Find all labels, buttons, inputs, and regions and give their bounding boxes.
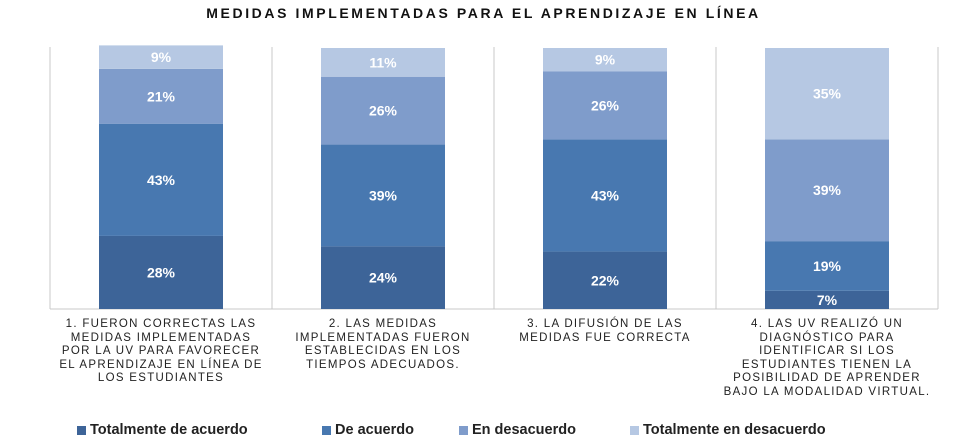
bar-segment-1-1 bbox=[99, 235, 223, 309]
legend-swatch bbox=[630, 425, 639, 435]
data-label: 24% bbox=[369, 270, 398, 286]
bar-segment-1-3 bbox=[99, 68, 223, 124]
category-label-3: 3. LA DIFUSIÓN DE LAS MEDIDAS FUE CORREC… bbox=[519, 318, 691, 344]
data-label: 39% bbox=[369, 187, 398, 203]
legend-label: Totalmente en desacuerdo bbox=[643, 422, 826, 438]
legend-label: En desacuerdo bbox=[472, 422, 576, 438]
legend-label: De acuerdo bbox=[335, 422, 414, 438]
data-label: 22% bbox=[591, 272, 620, 288]
category-label-1: 1. FUERON CORRECTAS LAS MEDIDAS IMPLEMEN… bbox=[59, 318, 263, 384]
bar-segment-2-2 bbox=[321, 144, 445, 247]
category-label-2: 2. LAS MEDIDAS IMPLEMENTADAS FUERON ESTA… bbox=[295, 318, 471, 371]
legend-item: Totalmente de acuerdo bbox=[77, 422, 248, 438]
data-label: 28% bbox=[147, 264, 176, 280]
bar-segment-1-4 bbox=[99, 45, 223, 69]
data-label: 39% bbox=[813, 182, 842, 198]
bar-segment-1-2 bbox=[99, 123, 223, 236]
bar-segment-2-3 bbox=[321, 76, 445, 145]
category-label-4: 4. LAS UV REALIZÓ UN DIAGNÓSTICO PARA ID… bbox=[723, 318, 931, 398]
legend-label: Totalmente de acuerdo bbox=[90, 422, 248, 438]
data-label: 43% bbox=[147, 172, 176, 188]
bar-segment-4-4 bbox=[765, 48, 889, 140]
data-label: 7% bbox=[817, 292, 838, 308]
bar-segment-3-2 bbox=[543, 139, 667, 252]
legend-swatch bbox=[459, 425, 468, 435]
bar-segment-4-2 bbox=[765, 241, 889, 291]
data-label: 9% bbox=[595, 52, 616, 68]
data-label: 11% bbox=[369, 54, 397, 70]
bar-segment-3-3 bbox=[543, 71, 667, 140]
data-label: 26% bbox=[591, 97, 620, 113]
legend-swatch bbox=[77, 425, 86, 435]
legend-item: En desacuerdo bbox=[459, 422, 576, 438]
data-label: 21% bbox=[147, 88, 176, 104]
bar-segment-4-3 bbox=[765, 139, 889, 242]
bar-segment-2-4 bbox=[321, 48, 445, 77]
bar-segment-3-1 bbox=[543, 251, 667, 309]
data-label: 43% bbox=[591, 187, 620, 203]
data-label: 9% bbox=[151, 49, 172, 65]
data-label: 19% bbox=[813, 258, 842, 274]
legend-swatch bbox=[322, 425, 331, 435]
legend-item: Totalmente en desacuerdo bbox=[630, 422, 826, 438]
chart-title: MEDIDAS IMPLEMENTADAS PARA EL APRENDIZAJ… bbox=[206, 5, 761, 21]
bar-segment-3-4 bbox=[543, 48, 667, 72]
legend-item: De acuerdo bbox=[322, 422, 414, 438]
data-label: 26% bbox=[369, 103, 398, 119]
chart-legend: Totalmente de acuerdo De acuerdo En desacu… bbox=[0, 422, 967, 442]
data-label: 35% bbox=[813, 86, 842, 102]
bar-segment-2-1 bbox=[321, 246, 445, 309]
bar-segment-4-1 bbox=[765, 290, 889, 309]
